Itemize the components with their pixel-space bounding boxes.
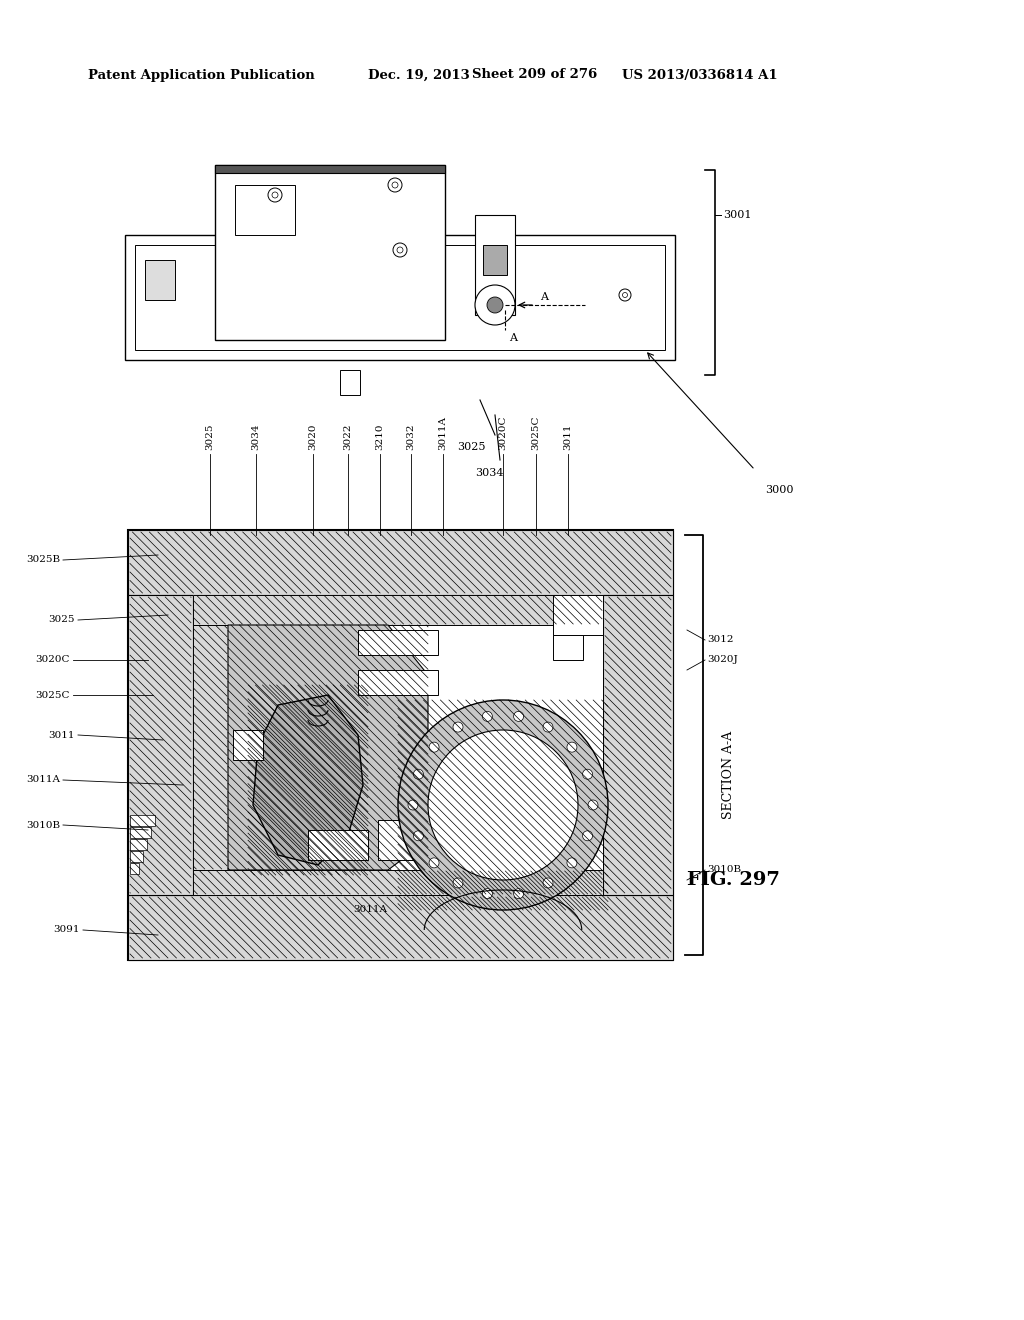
Bar [193, 595, 603, 895]
Circle shape [388, 178, 402, 191]
Text: 3011A: 3011A [26, 776, 60, 784]
Text: 3010B: 3010B [707, 866, 741, 874]
Text: 3020C: 3020C [499, 416, 508, 450]
Bar [128, 595, 193, 895]
Circle shape [268, 187, 282, 202]
Circle shape [414, 770, 424, 779]
Circle shape [397, 247, 403, 253]
Circle shape [514, 711, 523, 721]
Circle shape [428, 730, 578, 880]
Text: 3034: 3034 [475, 469, 504, 478]
Bar [193, 870, 603, 895]
Circle shape [429, 742, 439, 752]
Bar [308, 830, 368, 861]
Circle shape [623, 293, 628, 297]
Circle shape [543, 878, 553, 888]
Bar [483, 246, 507, 275]
Circle shape [475, 285, 515, 325]
Text: 3012: 3012 [707, 635, 733, 644]
Text: 3025C: 3025C [531, 416, 541, 450]
Circle shape [567, 858, 577, 867]
Circle shape [414, 830, 424, 841]
Circle shape [588, 800, 598, 810]
Circle shape [392, 182, 398, 187]
Circle shape [567, 742, 577, 752]
Bar [358, 630, 438, 655]
Text: 3020: 3020 [308, 424, 317, 450]
Bar [378, 820, 418, 861]
Bar [128, 531, 673, 595]
Circle shape [398, 700, 608, 909]
Bar [475, 215, 515, 315]
Text: 3025: 3025 [457, 442, 485, 451]
Text: 3001: 3001 [723, 210, 752, 220]
Text: 3210: 3210 [376, 424, 384, 450]
Bar [358, 671, 438, 696]
Circle shape [429, 858, 439, 867]
Text: 3011: 3011 [563, 424, 572, 450]
Text: Dec. 19, 2013: Dec. 19, 2013 [368, 69, 470, 82]
Text: Patent Application Publication: Patent Application Publication [88, 69, 314, 82]
Circle shape [514, 888, 523, 899]
Circle shape [453, 878, 463, 888]
Text: 3022: 3022 [343, 424, 352, 450]
Bar [130, 840, 147, 850]
Circle shape [543, 722, 553, 733]
Bar [553, 635, 583, 660]
Bar [130, 828, 151, 838]
Bar [603, 595, 673, 895]
Bar [233, 730, 263, 760]
Circle shape [618, 289, 631, 301]
Text: Sheet 209 of 276: Sheet 209 of 276 [472, 69, 597, 82]
Text: 3000: 3000 [765, 484, 794, 495]
Bar [193, 624, 228, 870]
Circle shape [482, 888, 493, 899]
Bar [130, 863, 139, 874]
Text: 3025: 3025 [206, 424, 214, 450]
Text: 3025C: 3025C [36, 690, 70, 700]
Circle shape [453, 722, 463, 733]
Bar [215, 165, 445, 173]
Bar [135, 246, 665, 350]
Circle shape [487, 297, 503, 313]
Bar [125, 235, 675, 360]
Text: FIG. 297: FIG. 297 [686, 871, 779, 888]
Circle shape [583, 830, 593, 841]
Bar [340, 370, 360, 395]
Bar [234, 185, 295, 235]
Text: 3020J: 3020J [707, 656, 737, 664]
Text: A: A [509, 333, 517, 343]
Bar [128, 531, 673, 960]
Text: 3010B: 3010B [26, 821, 60, 829]
Text: 3032: 3032 [407, 424, 416, 450]
Bar [128, 895, 673, 960]
Polygon shape [228, 624, 428, 870]
Bar [130, 814, 155, 826]
Text: 3011: 3011 [48, 730, 75, 739]
Circle shape [408, 800, 418, 810]
Circle shape [393, 243, 407, 257]
Text: 3091: 3091 [53, 925, 80, 935]
Circle shape [482, 711, 493, 721]
Bar [553, 595, 603, 635]
Polygon shape [253, 696, 362, 865]
Circle shape [583, 770, 593, 779]
Bar [145, 260, 175, 300]
Text: 3011A: 3011A [438, 416, 447, 450]
Text: A: A [540, 292, 548, 302]
Text: 3025: 3025 [48, 615, 75, 624]
Text: 3020C: 3020C [36, 656, 70, 664]
Text: 3011A: 3011A [353, 906, 387, 915]
Bar [215, 165, 445, 341]
Text: 3025B: 3025B [26, 556, 60, 565]
Text: 3034: 3034 [252, 424, 260, 450]
Bar [130, 851, 143, 862]
Text: US 2013/0336814 A1: US 2013/0336814 A1 [622, 69, 777, 82]
Circle shape [272, 191, 278, 198]
Text: SECTION A-A: SECTION A-A [722, 731, 734, 820]
Bar [193, 595, 603, 624]
